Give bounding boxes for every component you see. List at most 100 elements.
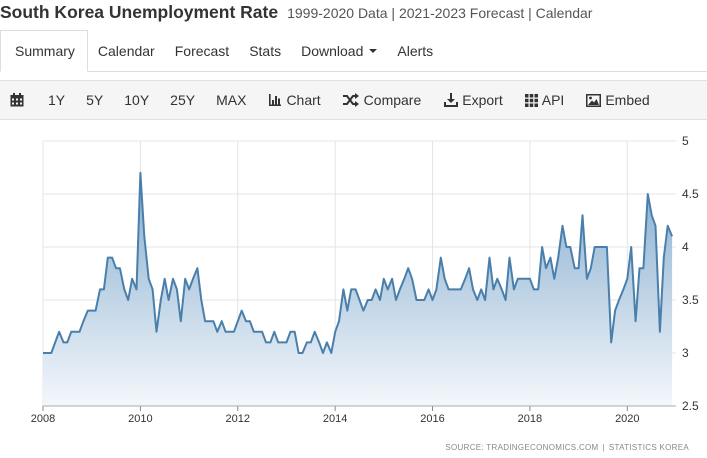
data-point[interactable]: [323, 338, 331, 346]
data-point[interactable]: [209, 317, 217, 325]
data-point[interactable]: [550, 275, 558, 283]
data-point[interactable]: [656, 328, 664, 336]
data-point[interactable]: [258, 328, 266, 336]
data-point[interactable]: [319, 349, 327, 357]
data-point[interactable]: [311, 328, 319, 336]
embed-button[interactable]: Embed: [586, 92, 650, 108]
range-10y-button[interactable]: 10Y: [124, 92, 149, 108]
data-point[interactable]: [218, 317, 226, 325]
data-point[interactable]: [611, 307, 619, 315]
export-button[interactable]: Export: [444, 92, 503, 108]
data-point[interactable]: [457, 285, 465, 293]
tab-stats[interactable]: Stats: [239, 30, 291, 71]
data-point[interactable]: [315, 338, 323, 346]
data-point[interactable]: [660, 254, 668, 262]
data-point[interactable]: [623, 275, 631, 283]
data-point[interactable]: [193, 264, 201, 272]
data-point[interactable]: [441, 275, 449, 283]
data-point[interactable]: [461, 275, 469, 283]
data-point[interactable]: [526, 275, 534, 283]
data-point[interactable]: [161, 275, 169, 283]
data-point[interactable]: [546, 254, 554, 262]
data-point[interactable]: [432, 285, 440, 293]
data-point[interactable]: [652, 222, 660, 230]
data-point[interactable]: [420, 296, 428, 304]
data-point[interactable]: [299, 349, 307, 357]
data-point[interactable]: [145, 275, 153, 283]
data-point[interactable]: [291, 328, 299, 336]
data-point[interactable]: [124, 296, 132, 304]
data-point[interactable]: [429, 296, 437, 304]
data-point[interactable]: [481, 296, 489, 304]
tab-summary[interactable]: Summary: [0, 30, 88, 72]
source-left[interactable]: SOURCE: TRADINGECONOMICS.COM: [445, 443, 599, 452]
data-point[interactable]: [489, 285, 497, 293]
tab-calendar[interactable]: Calendar: [88, 30, 165, 71]
data-point[interactable]: [437, 254, 445, 262]
data-point[interactable]: [335, 317, 343, 325]
compare-button[interactable]: Compare: [342, 92, 421, 108]
data-point[interactable]: [534, 285, 542, 293]
data-point[interactable]: [189, 275, 197, 283]
data-point[interactable]: [372, 285, 380, 293]
page-subtitle[interactable]: 1999-2020 Data | 2021-2023 Forecast | Ca…: [287, 5, 593, 21]
data-point[interactable]: [400, 275, 408, 283]
data-point[interactable]: [339, 285, 347, 293]
data-point[interactable]: [108, 254, 116, 262]
data-point[interactable]: [246, 317, 254, 325]
data-point[interactable]: [238, 307, 246, 315]
data-point[interactable]: [140, 232, 148, 240]
data-point[interactable]: [384, 285, 392, 293]
data-point[interactable]: [133, 285, 141, 293]
range-max-button[interactable]: MAX: [216, 92, 246, 108]
data-point[interactable]: [352, 285, 360, 293]
data-point[interactable]: [169, 275, 177, 283]
data-point[interactable]: [498, 285, 506, 293]
data-point[interactable]: [213, 328, 221, 336]
data-point[interactable]: [47, 349, 55, 357]
data-point[interactable]: [283, 338, 291, 346]
source-right[interactable]: STATISTICS KOREA: [608, 443, 689, 452]
data-point[interactable]: [579, 211, 587, 219]
data-point[interactable]: [668, 232, 676, 240]
data-point[interactable]: [51, 338, 59, 346]
data-point[interactable]: [197, 296, 205, 304]
data-point[interactable]: [92, 307, 100, 315]
data-point[interactable]: [465, 264, 473, 272]
data-point[interactable]: [542, 264, 550, 272]
data-point[interactable]: [469, 285, 477, 293]
data-point[interactable]: [116, 264, 124, 272]
data-point[interactable]: [331, 328, 339, 336]
data-point[interactable]: [359, 307, 367, 315]
data-point[interactable]: [587, 264, 595, 272]
data-point[interactable]: [619, 285, 627, 293]
data-point[interactable]: [356, 296, 364, 304]
data-point[interactable]: [380, 275, 388, 283]
data-point[interactable]: [55, 328, 63, 336]
data-point[interactable]: [566, 243, 574, 251]
data-point[interactable]: [177, 317, 185, 325]
range-5y-button[interactable]: 5Y: [86, 92, 103, 108]
data-point[interactable]: [368, 296, 376, 304]
data-point[interactable]: [79, 317, 87, 325]
data-point[interactable]: [230, 328, 238, 336]
data-point[interactable]: [627, 243, 635, 251]
data-point[interactable]: [648, 211, 656, 219]
data-point[interactable]: [307, 338, 315, 346]
data-point[interactable]: [100, 285, 108, 293]
tab-forecast[interactable]: Forecast: [165, 30, 239, 71]
data-point[interactable]: [392, 296, 400, 304]
range-1y-button[interactable]: 1Y: [48, 92, 65, 108]
tab-alerts[interactable]: Alerts: [387, 30, 443, 71]
data-point[interactable]: [644, 190, 652, 198]
data-point[interactable]: [473, 296, 481, 304]
data-point[interactable]: [554, 254, 562, 262]
data-point[interactable]: [153, 328, 161, 336]
tab-download[interactable]: Download: [291, 30, 387, 71]
data-point[interactable]: [157, 296, 165, 304]
data-point[interactable]: [639, 264, 647, 272]
data-point[interactable]: [486, 254, 494, 262]
data-point[interactable]: [615, 296, 623, 304]
data-point[interactable]: [404, 264, 412, 272]
data-point[interactable]: [603, 243, 611, 251]
